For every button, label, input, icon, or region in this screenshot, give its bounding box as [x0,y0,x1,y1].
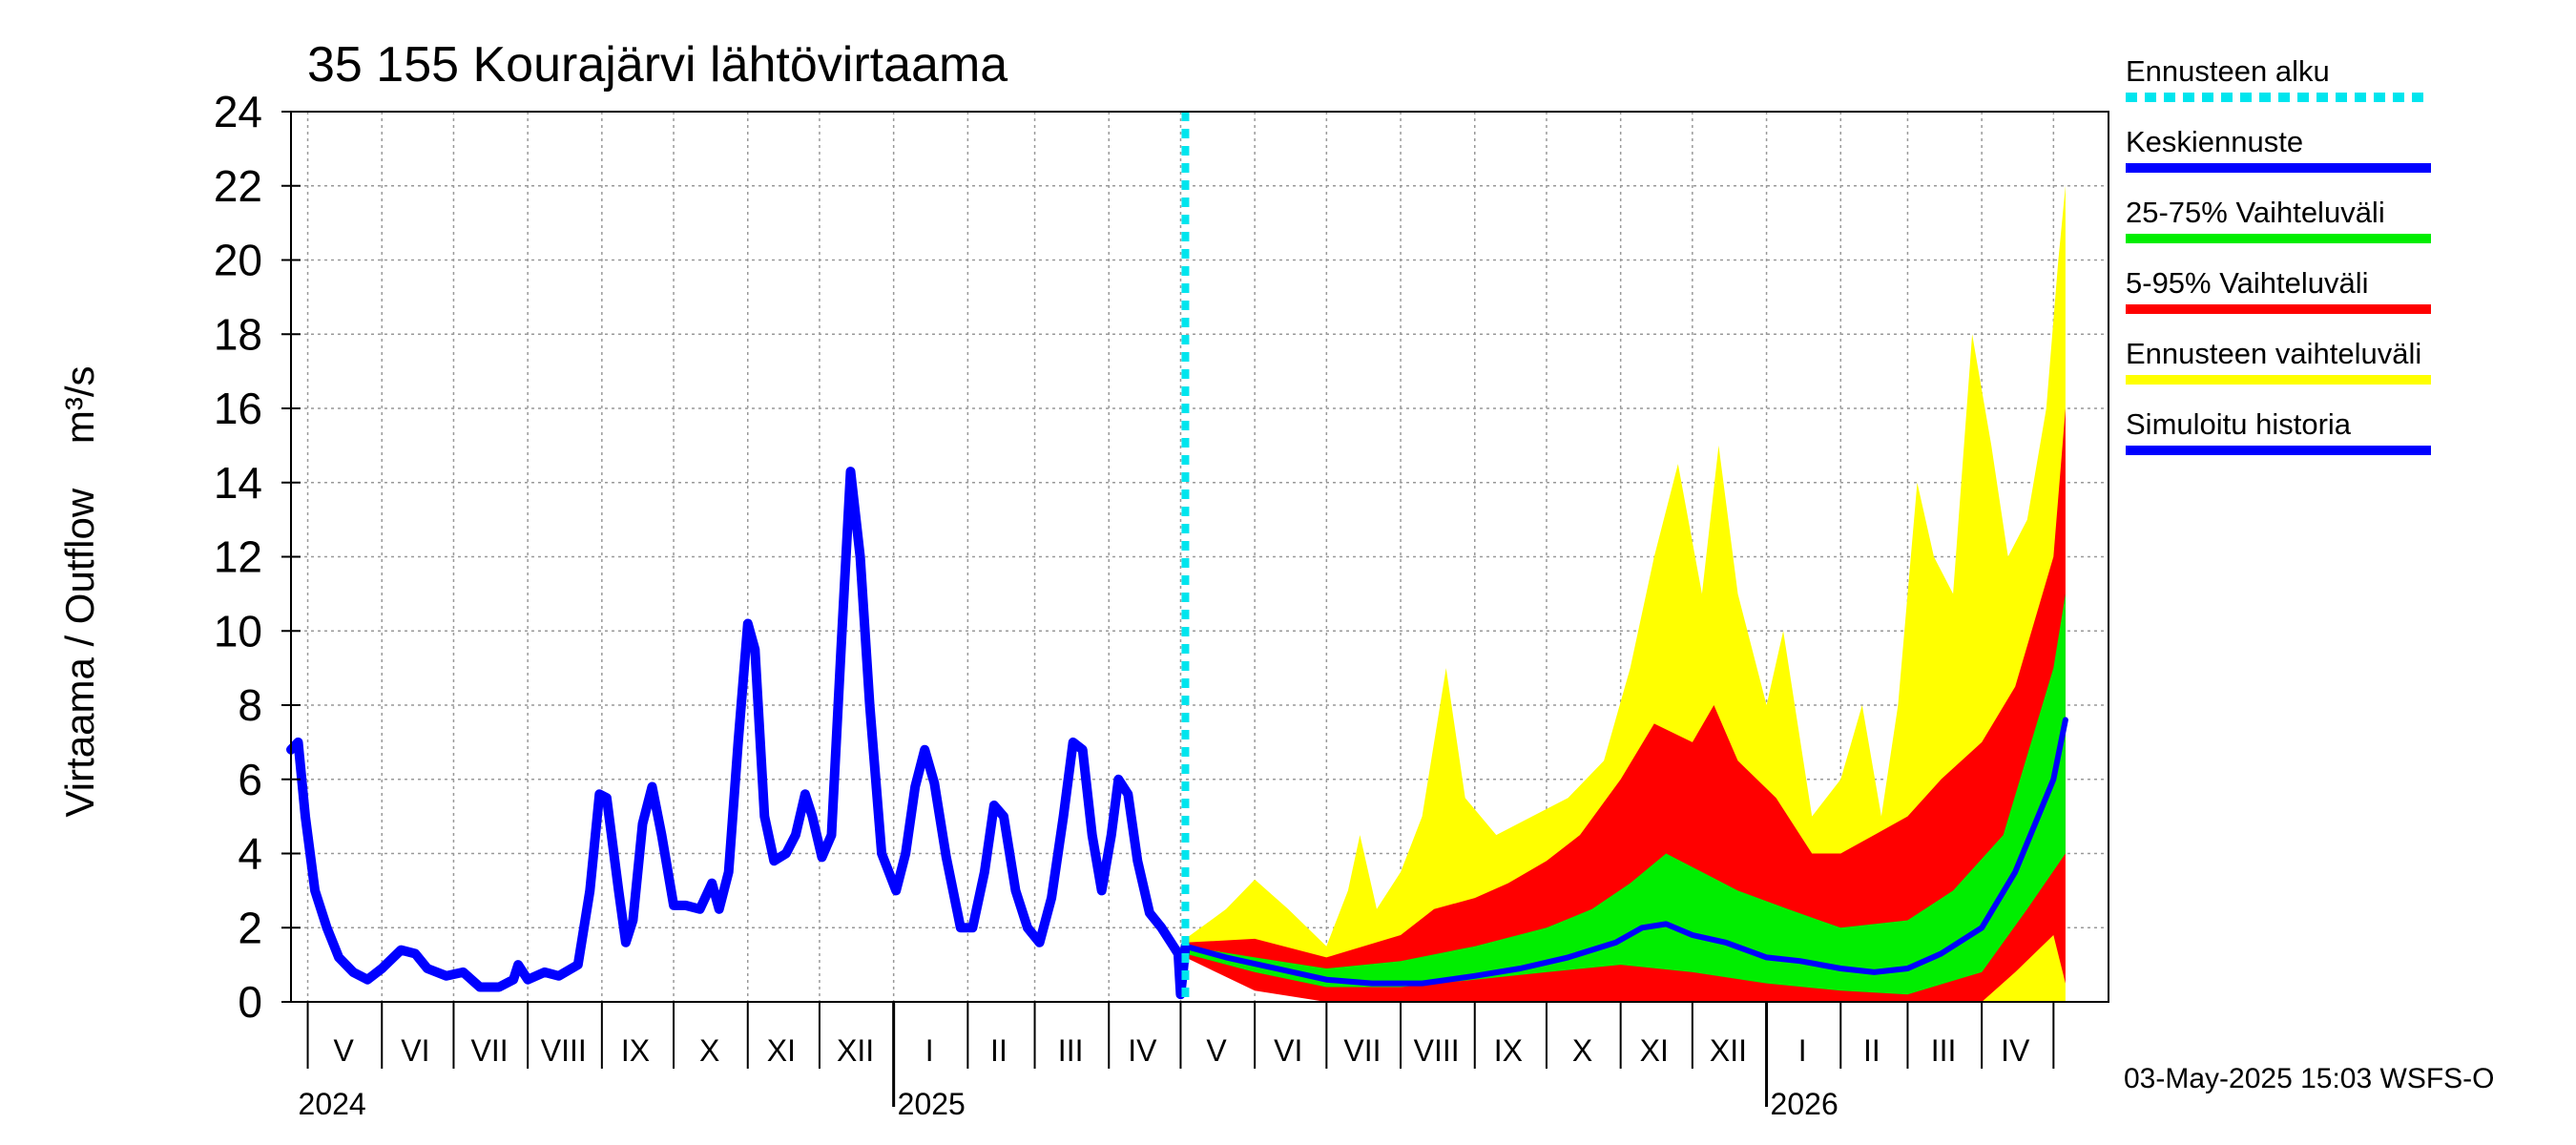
y-tick-label: 4 [238,829,262,879]
x-year-label: 2026 [1771,1087,1839,1121]
y-tick-label: 2 [238,903,262,952]
x-month-label: VIII [541,1033,587,1068]
x-month-label: XI [1640,1033,1669,1068]
band-25-75-vaihteluv-li [1185,593,2066,995]
x-month-label: IX [621,1033,650,1068]
x-month-label: VI [401,1033,429,1068]
x-year-label: 2024 [299,1087,366,1121]
x-month-label: III [1931,1033,1957,1068]
x-year-label: 2025 [898,1087,966,1121]
x-month-label: XI [767,1033,796,1068]
x-month-label: VII [1343,1033,1381,1068]
x-month-label: IV [1128,1033,1157,1068]
legend-label: Ennusteen alku [2126,54,2330,88]
legend-label: Simuloitu historia [2126,407,2352,441]
x-month-label: VII [470,1033,508,1068]
legend-label: Keskiennuste [2126,125,2303,158]
series-lines [286,112,2068,1002]
footer-timestamp: 03-May-2025 15:03 WSFS-O [2124,1063,2495,1094]
x-month-label: II [1863,1033,1880,1068]
forecast-bands [1185,185,2066,1003]
y-tick-label: 12 [214,532,262,582]
y-tick-label: 16 [214,384,262,433]
x-month-label: VIII [1414,1033,1460,1068]
y-tick-label: 14 [214,458,262,508]
band-ennusteen-vaihteluv-li [1185,185,2066,1003]
y-tick-label: 18 [214,309,262,359]
series-line-simuloitu-historia [286,467,1191,1000]
x-month-label: IX [1494,1033,1523,1068]
legend-label: Ennusteen vaihteluväli [2126,337,2421,370]
y-tick-label: 24 [214,87,262,136]
x-month-label: V [333,1033,354,1068]
y-axis-label: Virtaama / Outflow m³/s [57,365,102,817]
x-month-label: X [1572,1033,1592,1068]
y-tick-label: 6 [238,755,262,804]
band-5-95-vaihteluv-li [1185,408,2066,1002]
x-month-label: XII [837,1033,874,1068]
y-tick-label: 0 [238,977,262,1027]
x-month-label: I [925,1033,934,1068]
y-tick-label: 20 [214,236,262,285]
x-month-label: X [699,1033,719,1068]
x-month-label: I [1798,1033,1807,1068]
x-month-label: III [1058,1033,1084,1068]
legend: Ennusteen alku Keskiennuste 25-75% Vaihtel… [2126,54,2431,455]
x-month-label: VI [1274,1033,1302,1068]
x-month-label: IV [2001,1033,2030,1068]
x-month-label: XII [1710,1033,1747,1068]
x-axis-labels: V VI VII VIII IX X XI XII I II III IV V VI VII VIII IX X X… [299,1033,2030,1121]
series-line-keskiennuste [1182,717,2068,987]
legend-label: 5-95% Vaihteluväli [2126,266,2368,300]
x-month-label: II [990,1033,1008,1068]
y-tick-label: 8 [238,680,262,730]
chart-title: 35 155 Kourajärvi lähtövirtaama [307,37,1008,93]
y-tick-label: 10 [214,606,262,656]
x-month-label: V [1206,1033,1227,1068]
y-tick-label: 22 [214,161,262,211]
legend-label: 25-75% Vaihteluväli [2126,196,2385,229]
